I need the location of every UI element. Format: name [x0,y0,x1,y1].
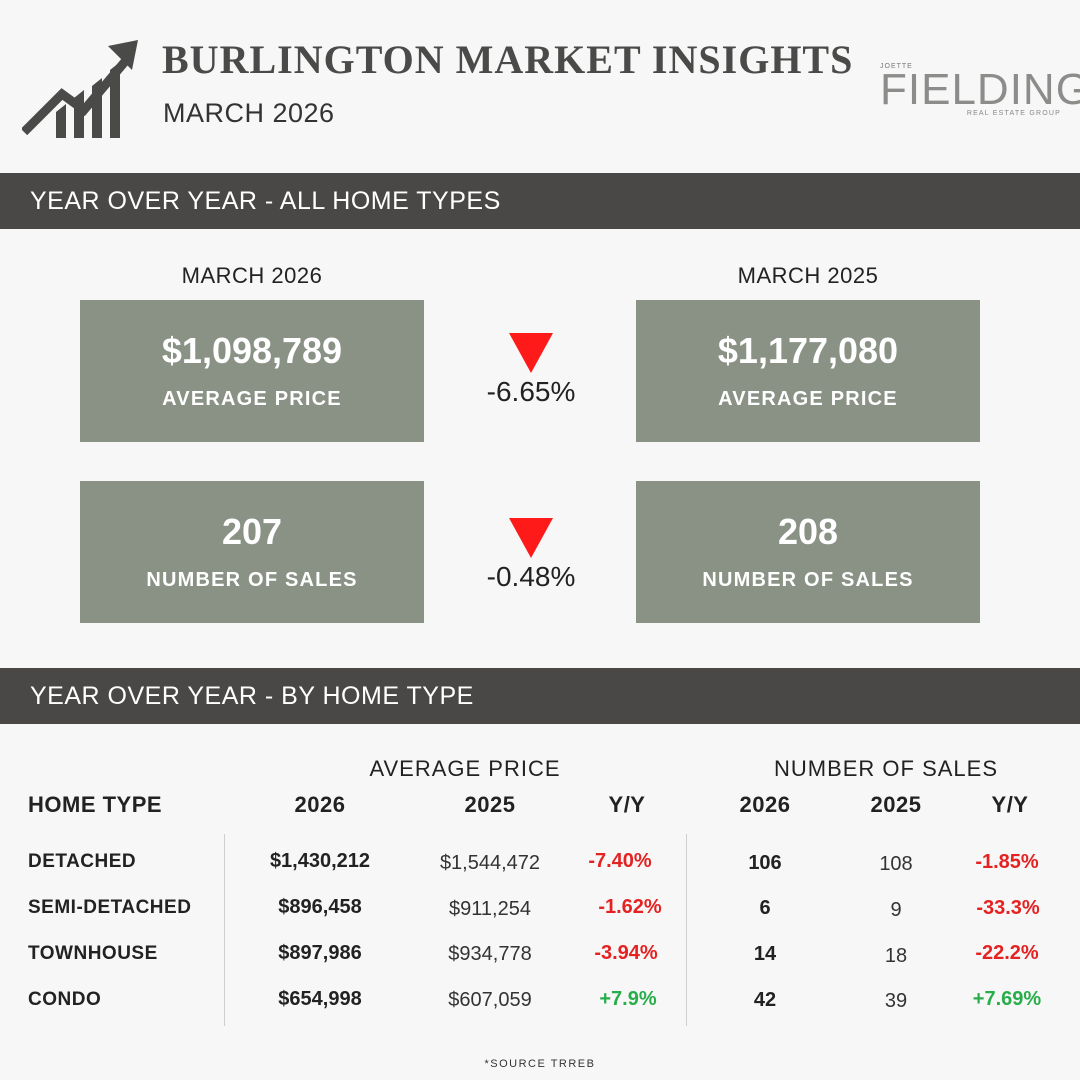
sales-down-arrow-icon [509,518,553,558]
previous-price-label: AVERAGE PRICE [718,388,898,410]
sales-2025-condo: 39 [884,990,908,1012]
sales-2025-detached: 108 [879,853,913,875]
current-price-label: AVERAGE PRICE [162,388,342,410]
current-sales-label: NUMBER OF SALES [146,569,358,591]
brand-name: FIELDING [880,65,1080,114]
price-2026-condo: $654,998 [278,988,362,1010]
previous-price-value: $1,177,080 [717,330,899,371]
price-2026-townhouse: $897,986 [278,942,362,964]
sales-yy-semi-detached: -33.3% [976,897,1040,919]
price-2026-detached: $1,430,212 [269,850,371,872]
price-yy-condo: +7.9% [599,988,657,1010]
col-header-home-type: HOME TYPE [28,792,163,817]
price-2026-semi-detached: $896,458 [278,896,362,918]
previous-sales-label: NUMBER OF SALES [702,569,914,591]
sales-2026-detached: 106 [748,852,782,874]
section-title-all-types: YEAR OVER YEAR - ALL HOME TYPES [30,187,501,215]
price-yy-detached: -7.40% [588,850,652,872]
price-2025-townhouse: $934,778 [448,943,532,965]
price-2025-condo: $607,059 [448,989,532,1011]
source-note: *SOURCE TRREB [484,1058,596,1070]
sales-2025-semi-detached: 9 [890,899,902,921]
price-yy-townhouse: -3.94% [594,942,658,964]
price-down-arrow-icon [509,333,553,373]
col-header-price-yy: Y/Y [608,792,646,817]
sales-yy-townhouse: -22.2% [975,942,1039,964]
table-divider-right [686,834,687,1026]
trending-up-bar-chart-icon [22,40,138,138]
col-header-sales-2025: 2025 [870,792,922,817]
page-subtitle: MARCH 2026 [163,98,335,128]
previous-sales-card: 208 NUMBER OF SALES [636,481,980,623]
col-header-sales-2026: 2026 [739,792,791,817]
row-type-condo: CONDO [28,989,102,1010]
sales-yy-detached: -1.85% [975,851,1039,873]
current-sales-card: 207 NUMBER OF SALES [80,481,424,623]
brand-tagline: REAL ESTATE GROUP [966,110,1061,117]
table-divider-left [224,834,225,1026]
previous-sales-value: 208 [777,511,839,552]
sales-2026-townhouse: 14 [753,943,777,965]
average-price-group-header: AVERAGE PRICE [369,756,561,781]
row-type-townhouse: TOWNHOUSE [28,943,158,964]
row-type-semi-detached: SEMI-DETACHED [28,897,192,918]
price-2025-semi-detached: $911,254 [449,898,531,920]
sales-yy-condo: +7.69% [972,988,1042,1010]
current-price-card: $1,098,789 AVERAGE PRICE [80,300,424,442]
price-2025-detached: $1,544,472 [439,852,541,874]
price-yy-semi-detached: -1.62% [598,896,662,918]
section-bar-all-types: YEAR OVER YEAR - ALL HOME TYPES [0,173,1080,229]
current-sales-value: 207 [221,511,283,552]
previous-price-card: $1,177,080 AVERAGE PRICE [636,300,980,442]
brand-small-text: JOETTE [880,63,913,70]
brand-logo: JOETTE FIELDING REAL ESTATE GROUP [878,62,1080,122]
col-header-price-2025: 2025 [464,792,516,817]
page-title: BURLINGTON MARKET INSIGHTS [162,37,854,82]
sales-change-percent: -0.48% [486,561,576,592]
row-type-detached: DETACHED [28,851,137,872]
sales-2026-semi-detached: 6 [759,897,771,919]
section-title-by-type: YEAR OVER YEAR - BY HOME TYPE [30,682,474,710]
number-of-sales-group-header: NUMBER OF SALES [773,756,999,781]
sales-2026-condo: 42 [753,989,777,1011]
current-price-value: $1,098,789 [161,330,343,371]
col-header-price-2026: 2026 [294,792,346,817]
section-bar-by-type: YEAR OVER YEAR - BY HOME TYPE [0,668,1080,724]
price-change-percent: -6.65% [486,376,576,407]
previous-period-label: MARCH 2025 [737,263,879,288]
sales-2025-townhouse: 18 [884,945,908,967]
col-header-sales-yy: Y/Y [991,792,1029,817]
current-period-label: MARCH 2026 [181,263,323,288]
